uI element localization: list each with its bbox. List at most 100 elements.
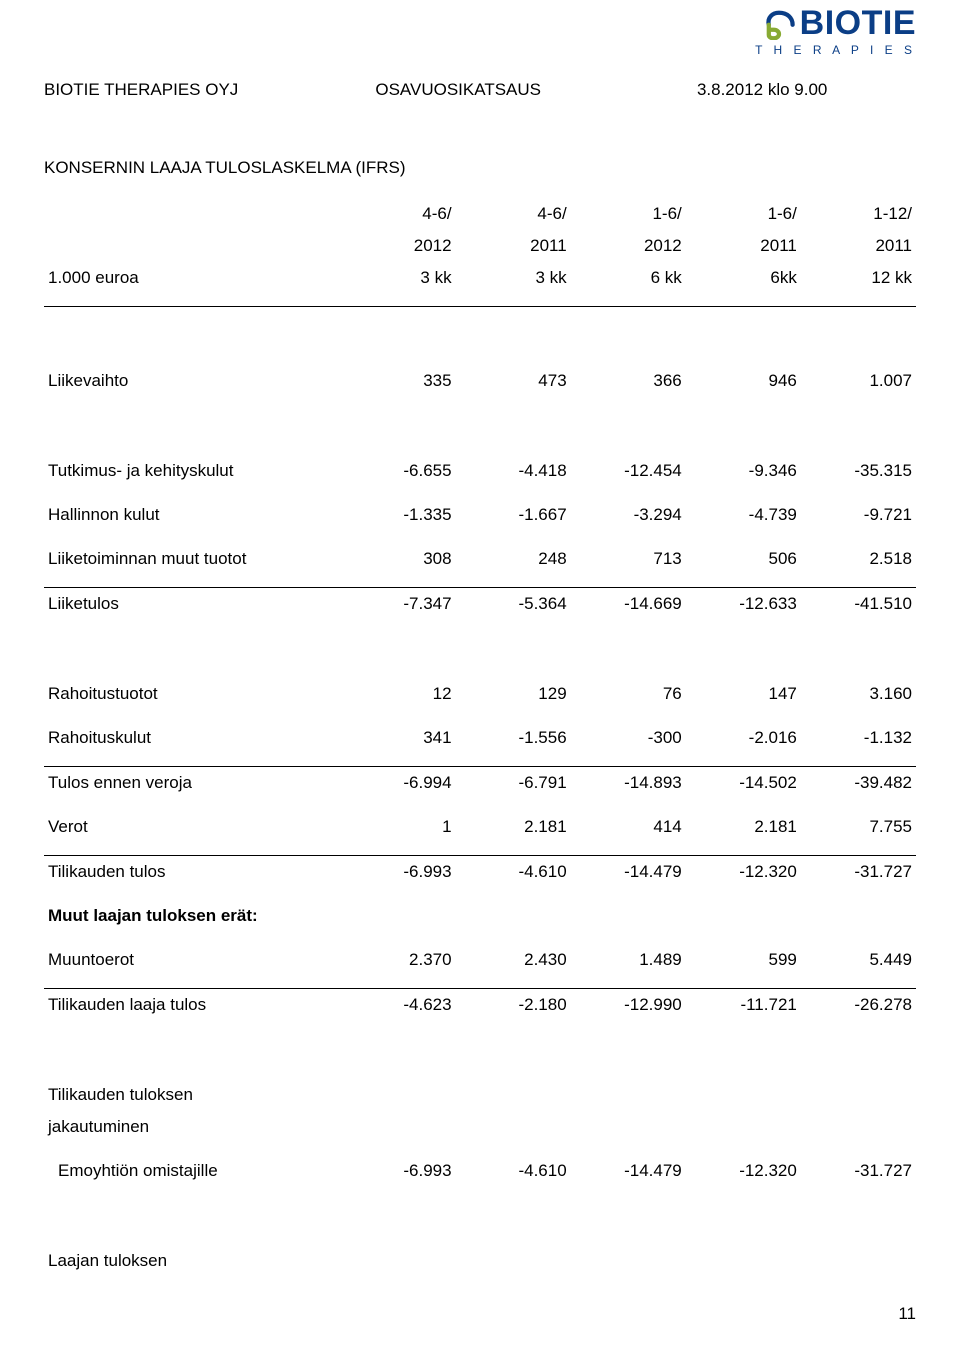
col-header: 4-6/ [340, 198, 455, 230]
cell: -12.990 [571, 988, 686, 1021]
row-label: Tutkimus- ja kehityskulut [44, 455, 340, 487]
cell: 473 [456, 365, 571, 397]
unit-cell: 3 kk [340, 262, 455, 294]
cell: -6.994 [340, 766, 455, 799]
row-label: Laajan tuloksen [44, 1245, 340, 1277]
cell: -12.320 [686, 855, 801, 888]
cell: -14.893 [571, 766, 686, 799]
cell: -6.655 [340, 455, 455, 487]
cell: -4.623 [340, 988, 455, 1021]
cell: 366 [571, 365, 686, 397]
cell: 5.449 [801, 944, 916, 976]
cell: 76 [571, 678, 686, 710]
row-label: Liiketoiminnan muut tuotot [44, 543, 340, 575]
table-header-row-2: 2012 2011 2012 2011 2011 [44, 230, 916, 262]
unit-cell: 12 kk [801, 262, 916, 294]
cell: -41.510 [801, 587, 916, 620]
col-header: 2012 [340, 230, 455, 262]
table-row: Rahoitustuotot 12 129 76 147 3.160 [44, 678, 916, 710]
cell: 129 [456, 678, 571, 710]
cell: -1.556 [456, 722, 571, 754]
cell: -12.633 [686, 587, 801, 620]
cell: -12.454 [571, 455, 686, 487]
col-header: 2011 [801, 230, 916, 262]
row-label: Hallinnon kulut [44, 499, 340, 531]
cell: 335 [340, 365, 455, 397]
cell: -31.727 [801, 1155, 916, 1187]
cell: -26.278 [801, 988, 916, 1021]
row-label: Tilikauden tulos [44, 855, 340, 888]
cell: -1.132 [801, 722, 916, 754]
company-logo: BIOTIE T H E R A P I E S [755, 6, 916, 57]
cell: 7.755 [801, 811, 916, 843]
logo-brand-text: BIOTIE [800, 7, 916, 39]
cell: 2.181 [456, 811, 571, 843]
header-doc-type: OSAVUOSIKATSAUS [375, 80, 637, 100]
table-row: Rahoituskulut 341 -1.556 -300 -2.016 -1.… [44, 722, 916, 754]
table-row: Liikevaihto 335 473 366 946 1.007 [44, 365, 916, 397]
table-row: Tutkimus- ja kehityskulut -6.655 -4.418 … [44, 455, 916, 487]
row-label: Muut laajan tuloksen erät: [44, 900, 340, 932]
cell: -12.320 [686, 1155, 801, 1187]
cell: 2.430 [456, 944, 571, 976]
cell: 2.370 [340, 944, 455, 976]
cell: 1 [340, 811, 455, 843]
header-company: BIOTIE THERAPIES OYJ [44, 80, 375, 100]
table-row: Muuntoerot 2.370 2.430 1.489 599 5.449 [44, 944, 916, 976]
col-header: 4-6/ [456, 198, 571, 230]
col-header: 2011 [456, 230, 571, 262]
cell: 308 [340, 543, 455, 575]
col-header: 2011 [686, 230, 801, 262]
row-label: Tilikauden laaja tulos [44, 988, 340, 1021]
row-label: Rahoituskulut [44, 722, 340, 754]
table-row: Tilikauden laaja tulos -4.623 -2.180 -12… [44, 988, 916, 1021]
cell: -6.791 [456, 766, 571, 799]
cell: -1.335 [340, 499, 455, 531]
cell: 1.489 [571, 944, 686, 976]
table-row: Tilikauden tulos -6.993 -4.610 -14.479 -… [44, 855, 916, 888]
cell: -2.180 [456, 988, 571, 1021]
col-header: 1-6/ [571, 198, 686, 230]
col-header: 1-12/ [801, 198, 916, 230]
table-row: Liiketoiminnan muut tuotot 308 248 713 5… [44, 543, 916, 575]
cell: -14.669 [571, 587, 686, 620]
cell: 506 [686, 543, 801, 575]
cell: -35.315 [801, 455, 916, 487]
cell: 147 [686, 678, 801, 710]
header-datetime: 3.8.2012 klo 9.00 [637, 80, 916, 100]
table-row: Tulos ennen veroja -6.994 -6.791 -14.893… [44, 766, 916, 799]
table-row: Tilikauden tuloksen [44, 1079, 916, 1111]
logo-mark-icon [762, 6, 796, 40]
cell: -4.610 [456, 1155, 571, 1187]
table-row: Muut laajan tuloksen erät: [44, 900, 916, 932]
row-label: Rahoitustuotot [44, 678, 340, 710]
table-row: Emoyhtiön omistajille -6.993 -4.610 -14.… [44, 1155, 916, 1187]
cell: -4.739 [686, 499, 801, 531]
row-label: Verot [44, 811, 340, 843]
cell: -300 [571, 722, 686, 754]
col-header: 2012 [571, 230, 686, 262]
cell: 248 [456, 543, 571, 575]
table-unit-row: 1.000 euroa 3 kk 3 kk 6 kk 6kk 12 kk [44, 262, 916, 294]
cell: -1.667 [456, 499, 571, 531]
section-title: KONSERNIN LAAJA TULOSLASKELMA (IFRS) [44, 158, 916, 178]
document-header: BIOTIE THERAPIES OYJ OSAVUOSIKATSAUS 3.8… [44, 80, 916, 100]
cell: 12 [340, 678, 455, 710]
cell: -11.721 [686, 988, 801, 1021]
page-number: 11 [898, 1304, 916, 1324]
table-row: jakautuminen [44, 1111, 916, 1143]
row-label: Tilikauden tuloksen [44, 1079, 340, 1111]
row-label: Liiketulos [44, 587, 340, 620]
table-row: Hallinnon kulut -1.335 -1.667 -3.294 -4.… [44, 499, 916, 531]
cell: -2.016 [686, 722, 801, 754]
unit-cell: 6 kk [571, 262, 686, 294]
table-row: Laajan tuloksen [44, 1245, 916, 1277]
cell: 599 [686, 944, 801, 976]
cell: 2.181 [686, 811, 801, 843]
cell: -4.418 [456, 455, 571, 487]
cell: 1.007 [801, 365, 916, 397]
cell: 341 [340, 722, 455, 754]
logo-brand: BIOTIE [762, 6, 916, 40]
unit-label: 1.000 euroa [44, 262, 340, 294]
cell: -5.364 [456, 587, 571, 620]
